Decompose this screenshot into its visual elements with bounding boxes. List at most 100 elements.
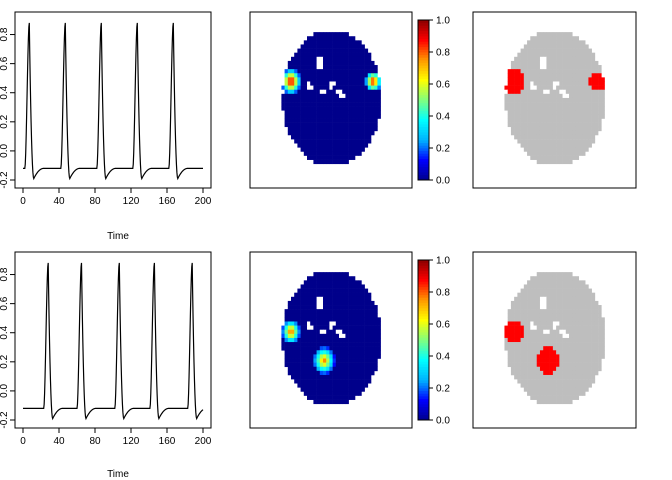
colorbar-tick-label: 0.2 [436, 384, 450, 395]
heatmap-cell [339, 342, 343, 347]
heatmap-cell [339, 110, 343, 115]
heatmap-cell [364, 139, 369, 144]
heatmap-cell [287, 309, 292, 314]
mask-cell [549, 77, 554, 82]
heatmap-cell [339, 292, 343, 298]
colorbar-step [418, 30, 429, 34]
heatmap-cell [323, 379, 327, 384]
mask-cell [539, 60, 544, 66]
mask-cell [585, 383, 589, 388]
mask-cell [530, 354, 534, 359]
mask-cell [549, 325, 554, 331]
colorbar-step [418, 142, 429, 146]
plot-frame [249, 251, 413, 429]
heatmap-cell [303, 309, 308, 314]
heatmap-cell [361, 65, 365, 70]
mask-cell [543, 321, 547, 326]
mask-cell [575, 126, 580, 132]
mask-cell [539, 102, 544, 107]
colorbar-step [418, 108, 429, 112]
mask-cell [569, 151, 573, 156]
heatmap-cell [316, 44, 321, 49]
mask-cell [565, 102, 570, 107]
heatmap-cell [281, 325, 285, 331]
heatmap-cell [326, 354, 330, 359]
heatmap-cell [345, 93, 349, 99]
mask-cell [546, 155, 550, 160]
heatmap-cell [332, 89, 337, 95]
heatmap-cell [377, 317, 381, 322]
mask-cell [556, 56, 560, 62]
heatmap-cell [339, 36, 343, 41]
mask-cell [530, 333, 534, 339]
heatmap-cell [367, 300, 372, 306]
heatmap-cell [284, 321, 289, 326]
mask-cell [510, 81, 515, 86]
heatmap-cell [358, 122, 362, 128]
heatmap-cell [287, 118, 292, 123]
heatmap-cell [326, 379, 330, 384]
heatmap-cell [316, 387, 321, 392]
heatmap-cell [345, 329, 349, 335]
heatmap-cell [313, 296, 317, 302]
heatmap-cell [348, 313, 353, 318]
mask-cell [565, 139, 570, 144]
heatmap-cell [332, 81, 337, 86]
mask-cell [510, 329, 515, 335]
x-tick-label: 0 [20, 196, 26, 207]
heatmap-cell [351, 44, 356, 49]
mask-cell [559, 73, 563, 78]
heatmap-cell [345, 309, 349, 314]
heatmap-cell [361, 52, 365, 58]
heatmap-cell [345, 122, 349, 128]
colorbar-tick-label: 0.6 [436, 80, 450, 91]
heatmap-cell [319, 342, 324, 347]
heatmap-cell [323, 85, 327, 91]
heatmap-cell [361, 370, 365, 376]
heatmap-cell [332, 110, 337, 115]
mask-cell [575, 60, 580, 66]
heatmap-cell [374, 97, 378, 103]
mask-cell [549, 93, 554, 99]
mask-cell [581, 280, 586, 285]
mask-cell [562, 65, 567, 70]
heatmap-cell [358, 391, 362, 396]
mask-cell [559, 143, 563, 148]
colorbar-step [418, 158, 429, 162]
mask-cell [510, 69, 515, 74]
heatmap-cell [284, 85, 289, 91]
heatmap-cell [319, 134, 324, 140]
mask-cell [514, 325, 518, 331]
mask-cell [549, 391, 554, 396]
heatmap-cell [371, 305, 375, 310]
colorbar-step [418, 116, 429, 120]
mask-cell [514, 60, 518, 66]
mask-cell [549, 48, 554, 53]
mask-cell [591, 317, 596, 322]
heatmap-cell [313, 126, 317, 132]
heatmap-cell [367, 114, 372, 119]
mask-cell [510, 77, 515, 82]
mask-cell [594, 81, 599, 86]
mask-cell [569, 300, 573, 306]
heatmap-cell [326, 292, 330, 298]
mask-cell [594, 370, 599, 376]
heatmap-cell [377, 346, 381, 351]
heatmap-cell [351, 366, 356, 372]
heatmap-cell [342, 354, 346, 359]
heatmap-cell [345, 296, 349, 302]
heatmap-cell [374, 114, 378, 119]
x-tick-label: 200 [195, 196, 212, 207]
mask-cell [562, 159, 567, 165]
mask-cell [523, 358, 528, 363]
mask-cell [543, 110, 547, 115]
heatmap-cell [345, 40, 349, 45]
heatmap-cell [323, 374, 327, 380]
mask-cell [533, 97, 538, 103]
mask-cell [565, 329, 570, 335]
heatmap-cell [355, 321, 359, 326]
mask-cell [539, 288, 544, 293]
mask-cell [572, 379, 576, 384]
heatmap-cell [313, 48, 317, 53]
heatmap-cell [307, 114, 311, 119]
